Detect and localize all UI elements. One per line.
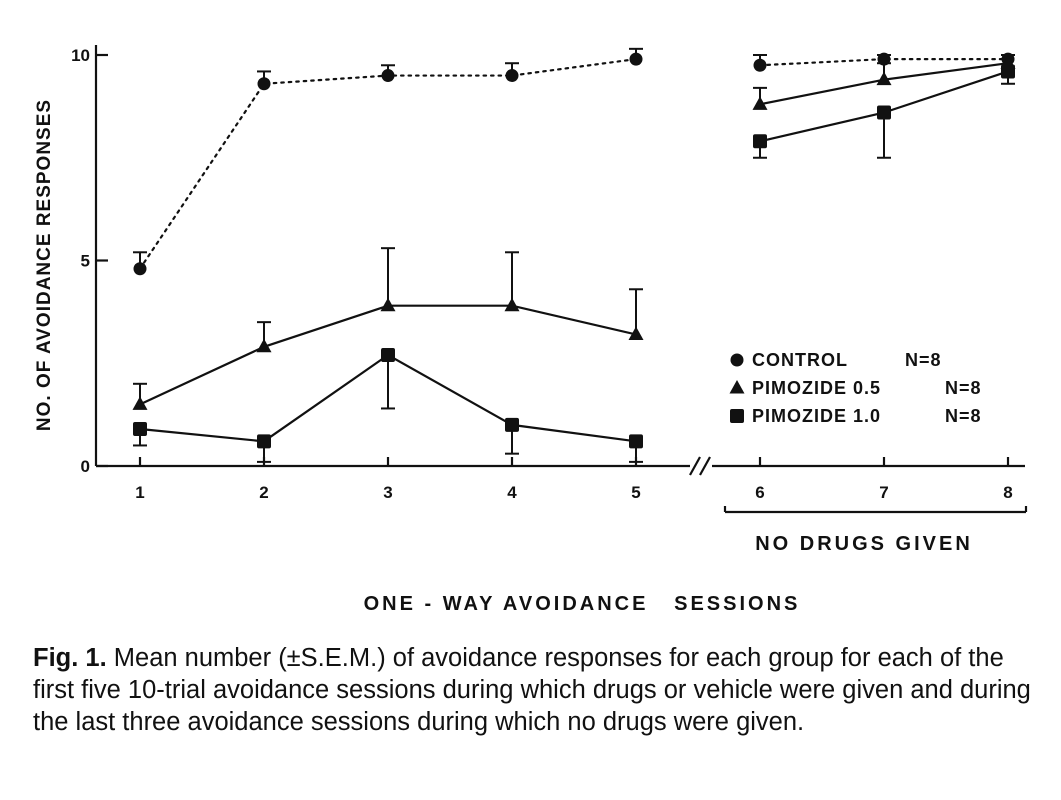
data-point-square	[877, 105, 891, 120]
chart-text: NO. OF AVOIDANCE RESPONSES ONE - WAY AVO…	[34, 46, 1013, 615]
x-axis-label: ONE - WAY AVOIDANCE SESSIONS	[364, 593, 801, 615]
x-tick-label: 7	[879, 483, 888, 502]
x-tick-label: 1	[135, 483, 144, 502]
legend-label: PIMOZIDE 0.5	[752, 378, 881, 398]
data-point-square	[257, 434, 271, 449]
legend-marker-triangle	[729, 380, 745, 394]
caption-lead: Fig. 1.	[33, 644, 107, 672]
data-point-triangle	[628, 326, 644, 340]
data-point-square	[505, 417, 519, 432]
legend-marker-square	[730, 409, 744, 423]
legend: CONTROL N=8 PIMOZIDE 0.5 N=8 PIMOZIDE 1.0 N=8	[729, 350, 982, 426]
y-axis-label: NO. OF AVOIDANCE RESPONSES	[34, 99, 55, 431]
legend-n-label: N=8	[945, 406, 982, 426]
data-point-circle	[629, 52, 643, 66]
data-point-triangle	[132, 396, 148, 410]
data-point-square	[753, 134, 767, 149]
chart: NO. OF AVOIDANCE RESPONSES ONE - WAY AVO…	[34, 45, 1028, 615]
data-point-circle	[505, 69, 519, 83]
legend-n-label: N=8	[945, 378, 982, 398]
legend-label: PIMOZIDE 1.0	[752, 406, 881, 426]
x-tick-label: 3	[383, 483, 392, 502]
data-point-triangle	[876, 71, 892, 86]
data-point-triangle	[256, 338, 272, 353]
x-tick-label: 2	[259, 483, 268, 502]
data-point-triangle	[380, 297, 396, 312]
legend-marker-circle	[730, 353, 744, 367]
x-tick-label: 5	[631, 483, 640, 502]
data-point-square	[629, 434, 643, 449]
data-point-circle	[753, 58, 767, 72]
y-tick-label: 10	[71, 46, 90, 65]
x-tick-label: 4	[507, 483, 517, 502]
axis-break-mark	[689, 456, 701, 476]
data-point-square	[1001, 64, 1015, 79]
data-point-square	[381, 348, 395, 363]
data-point-circle	[877, 52, 891, 66]
data-point-circle	[381, 69, 395, 83]
data-point-triangle	[752, 96, 768, 110]
x-tick-label: 8	[1003, 483, 1012, 502]
legend-n-label: N=8	[905, 350, 942, 370]
data-point-circle	[257, 77, 271, 91]
series-line-circle	[138, 58, 638, 270]
data-point-circle	[133, 262, 147, 276]
x-tick-label: 6	[755, 483, 764, 502]
y-tick-label: 5	[81, 252, 90, 271]
axis-break-mark	[699, 456, 711, 476]
data-point-square	[133, 422, 147, 437]
caption-text: Mean number (±S.E.M.) of avoidance respo…	[33, 644, 1031, 736]
y-tick-label: 0	[81, 457, 90, 476]
legend-label: CONTROL	[752, 350, 848, 370]
no-drugs-label: NO DRUGS GIVEN	[755, 533, 973, 555]
data-markers	[132, 52, 1016, 449]
figure-caption: Fig. 1. Mean number (±S.E.M.) of avoidan…	[33, 642, 1033, 738]
data-point-triangle	[504, 297, 520, 312]
